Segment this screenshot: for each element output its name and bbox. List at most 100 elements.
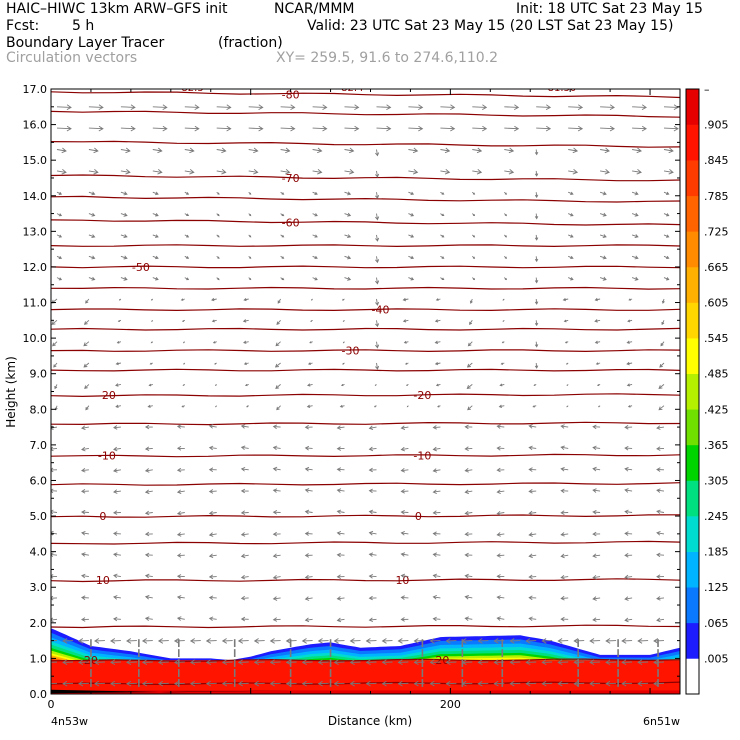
vector-arrow — [499, 383, 505, 387]
vector-arrow — [663, 234, 670, 238]
vector-arrow — [408, 255, 415, 260]
vector-arrow — [375, 298, 380, 306]
vector-arrow — [312, 255, 318, 260]
vector-arrow — [88, 125, 104, 132]
vector-arrow — [477, 659, 489, 665]
vector-arrow — [126, 659, 137, 665]
field-units: (fraction) — [218, 35, 283, 51]
vector-arrow — [216, 191, 220, 195]
vector-arrow — [88, 104, 104, 110]
vector-arrow — [408, 104, 424, 110]
vector-arrow — [534, 149, 539, 156]
contour-label: -60 — [282, 216, 300, 229]
vector-arrow — [504, 104, 520, 110]
vector-arrow — [333, 680, 345, 687]
vector-arrow — [631, 234, 639, 239]
vector-arrow — [600, 168, 610, 175]
colorbar-swatch — [686, 658, 699, 695]
vector-arrow — [344, 191, 352, 196]
vector-arrow — [368, 425, 377, 431]
vector-arrow — [304, 445, 313, 451]
vector-arrow — [528, 616, 537, 622]
vector-arrow — [176, 510, 185, 516]
colorbar-label: .725 — [704, 225, 729, 238]
vector-arrow — [78, 638, 89, 644]
vector-arrow — [148, 383, 153, 387]
vector-arrow — [440, 234, 445, 238]
colorbar-frame — [685, 88, 700, 695]
vector-arrow — [208, 467, 217, 472]
vector-arrow — [304, 509, 313, 515]
vector-arrow — [120, 104, 136, 110]
vector-arrow — [368, 509, 377, 515]
vector-arrow — [365, 638, 377, 644]
vector-arrow — [659, 362, 665, 368]
vector-arrow — [528, 574, 537, 580]
vector-arrow — [184, 191, 190, 195]
vector-arrow — [592, 574, 601, 580]
vector-arrow — [176, 595, 185, 600]
vector-arrow — [568, 125, 584, 132]
colorbar-label: .365 — [704, 439, 729, 452]
vector-arrow — [557, 659, 569, 665]
vector-arrow — [253, 638, 265, 644]
vector-arrow — [189, 638, 201, 644]
vector-arrow — [336, 552, 345, 558]
vector-arrow — [51, 659, 58, 665]
vector-arrow — [307, 383, 313, 387]
vector-arrow — [469, 298, 473, 304]
vector-arrow — [113, 531, 121, 536]
vector-arrow — [568, 234, 574, 238]
vector-arrow — [208, 574, 217, 580]
vector-arrow — [365, 680, 377, 687]
vector-arrow — [189, 680, 201, 687]
vector-arrow — [477, 680, 489, 687]
vector-arrow — [344, 168, 355, 175]
vector-arrow — [277, 298, 281, 304]
vector-arrow — [211, 297, 217, 302]
vector-arrow — [656, 574, 665, 579]
vector-arrow — [214, 384, 218, 387]
vector-arrow — [594, 340, 601, 344]
contour-label: -50 — [132, 261, 150, 274]
vector-arrow — [248, 255, 252, 259]
vector-arrow — [628, 298, 633, 301]
contour-line — [51, 91, 680, 99]
vector-arrow — [184, 168, 195, 175]
vector-arrow — [397, 680, 409, 687]
vector-arrow — [440, 213, 445, 217]
field-name: Boundary Layer Tracer — [6, 35, 165, 51]
vector-arrow — [83, 362, 90, 368]
vector-arrow — [276, 319, 281, 325]
vector-arrow — [214, 362, 217, 365]
vector-arrow — [240, 595, 249, 601]
vector-arrow — [280, 168, 291, 175]
vector-arrow — [632, 125, 647, 132]
vector-arrow — [624, 446, 633, 451]
vector-arrow — [208, 532, 217, 537]
vector-arrow — [310, 298, 313, 301]
y-axis-title: Height (km) — [4, 356, 18, 427]
vector-arrow — [653, 638, 665, 644]
vector-arrow — [464, 594, 473, 600]
vector-arrow — [375, 170, 380, 178]
vector-arrow — [376, 104, 392, 110]
vector-arrow — [221, 659, 233, 665]
vector-arrow — [624, 617, 633, 623]
vector-arrow — [502, 298, 505, 301]
vector-arrow — [624, 425, 633, 430]
vector-arrow — [272, 466, 281, 472]
vector-arrow — [116, 341, 122, 344]
vector-arrow — [88, 276, 96, 281]
vector-arrow — [597, 383, 601, 387]
vector-arrow — [557, 638, 569, 644]
vector-arrow — [592, 488, 601, 493]
vector-arrow — [658, 405, 665, 411]
y-tick-label: 0.0 — [30, 688, 48, 701]
vector-arrow — [221, 638, 233, 644]
axis-layer: 0.0 1.0 2.0 3.0 4.0 5.0 6.0 7.0 8.0 9.0 10.0 11.0 12… — [23, 83, 680, 711]
vector-arrow — [147, 404, 153, 408]
vector-arrow — [81, 573, 89, 579]
vector-arrow — [533, 384, 537, 386]
